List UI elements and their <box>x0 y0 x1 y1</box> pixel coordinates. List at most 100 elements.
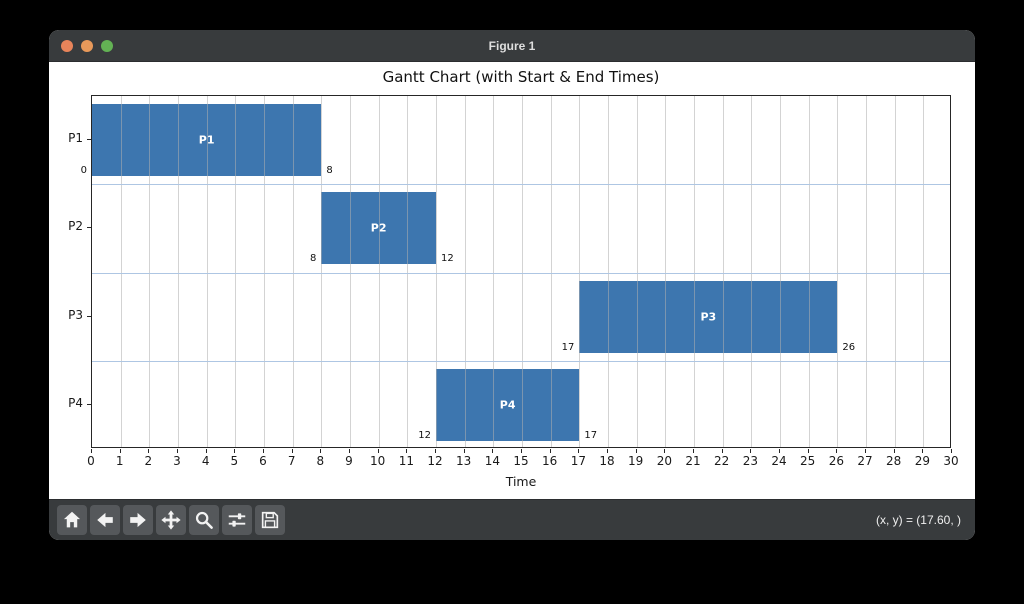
x-tick-label: 24 <box>771 454 787 468</box>
configure-subplots-icon <box>226 509 248 531</box>
y-tick-mark <box>87 227 91 229</box>
x-tick-label: 13 <box>456 454 472 468</box>
x-tick-label: 5 <box>230 454 239 468</box>
x-tick-mark <box>836 449 838 453</box>
x-tick-mark <box>406 449 408 453</box>
zoom-button[interactable] <box>189 505 219 535</box>
x-gridline <box>292 96 294 447</box>
x-tick-mark <box>119 449 121 453</box>
figure-window: Figure 1 Gantt Chart (with Start & End T… <box>49 30 975 540</box>
close-button[interactable] <box>61 39 73 52</box>
window-title: Figure 1 <box>488 38 536 53</box>
back-arrow-icon <box>94 509 116 531</box>
minimize-button[interactable] <box>81 39 93 52</box>
y-tick-label: P3 <box>68 307 83 322</box>
x-gridline <box>522 96 523 447</box>
pan-button[interactable] <box>156 505 186 535</box>
x-tick-mark <box>234 449 236 453</box>
x-tick-label: 26 <box>828 454 844 468</box>
save-icon <box>259 509 281 531</box>
x-gridline <box>608 96 609 447</box>
x-tick-mark <box>349 449 350 453</box>
x-gridline <box>579 96 581 447</box>
configure-subplots-button[interactable] <box>222 505 252 535</box>
x-tick-label: 29 <box>914 454 930 468</box>
bar-end-time: 17 <box>584 429 598 441</box>
bar-start-time: 12 <box>418 429 431 441</box>
x-gridline <box>436 96 437 447</box>
x-tick-mark <box>893 449 895 453</box>
save-button[interactable] <box>255 505 285 535</box>
y-tick-mark <box>87 139 91 141</box>
x-tick-label: 11 <box>398 454 414 468</box>
y-tick-label: P2 <box>68 219 83 234</box>
row-separator <box>92 360 950 362</box>
x-tick-label: 8 <box>316 454 325 468</box>
x-tick-label: 6 <box>259 454 267 468</box>
x-gridline <box>149 96 151 447</box>
x-tick-label: 15 <box>513 454 529 468</box>
x-tick-mark <box>263 449 264 453</box>
x-tick-mark <box>91 449 92 453</box>
x-tick-label: 20 <box>656 454 672 468</box>
x-gridline <box>350 96 351 447</box>
navigation-toolbar: (x, y) = (17.60, ) <box>49 499 975 540</box>
x-tick-label: 27 <box>857 454 873 468</box>
x-tick-label: 16 <box>542 454 558 468</box>
x-tick-label: 21 <box>685 454 701 468</box>
gantt-bar-p3: P3 17 26 <box>562 280 855 353</box>
titlebar[interactable]: Figure 1 <box>49 30 975 62</box>
bar-name-label: P4 <box>499 398 516 412</box>
x-gridline <box>636 96 638 447</box>
x-tick-label: 0 <box>87 454 95 468</box>
chart-title: Gantt Chart (with Start & End Times) <box>382 68 660 86</box>
x-tick-mark <box>693 449 694 453</box>
x-tick-mark <box>922 449 924 453</box>
plot-area[interactable]: P41217P31726P2812P108 <box>81 95 951 448</box>
bar-end-time: 12 <box>440 253 454 265</box>
back-arrow-button[interactable] <box>90 505 120 535</box>
x-tick-label: 17 <box>570 454 586 468</box>
x-tick-mark <box>779 449 780 453</box>
y-tick-mark <box>87 403 91 405</box>
x-gridline <box>694 96 695 447</box>
x-tick-mark <box>865 449 866 453</box>
x-tick-mark <box>607 449 608 453</box>
x-tick-mark <box>578 449 580 453</box>
x-tick-mark <box>635 449 637 453</box>
x-tick-label: 25 <box>800 454 816 468</box>
x-gridline <box>665 96 667 447</box>
x-tick-label: 28 <box>886 454 902 468</box>
x-tick-label: 12 <box>427 454 443 468</box>
bar-end-time: 26 <box>842 341 856 353</box>
y-tick-label: P1 <box>68 131 83 146</box>
x-gridline <box>894 96 896 447</box>
x-gridline <box>923 96 925 447</box>
x-tick-label: 14 <box>484 454 500 468</box>
x-tick-mark <box>320 449 322 453</box>
figure-canvas[interactable]: Gantt Chart (with Start & End Times) P4 1… <box>49 62 975 499</box>
forward-arrow-button[interactable] <box>123 505 153 535</box>
forward-arrow-icon <box>127 509 149 531</box>
home-button[interactable] <box>57 505 87 535</box>
x-tick-mark <box>463 449 465 453</box>
x-gridline <box>178 96 179 447</box>
x-tick-label: 10 <box>370 454 386 468</box>
x-gridline <box>550 96 552 447</box>
maximize-button[interactable] <box>101 39 113 52</box>
x-tick-mark <box>951 449 952 453</box>
x-gridline <box>407 96 409 447</box>
x-tick-mark <box>148 449 150 453</box>
x-axis-label: Time <box>505 474 537 489</box>
x-gridline <box>751 96 753 447</box>
x-tick-label: 23 <box>742 454 758 468</box>
x-tick-mark <box>435 449 436 453</box>
x-tick-label: 4 <box>201 454 210 468</box>
x-tick-label: 18 <box>599 454 615 468</box>
x-tick-label: 19 <box>628 454 644 468</box>
x-tick-label: 3 <box>173 454 181 468</box>
x-tick-label: 7 <box>287 454 296 468</box>
bar-start-time: 8 <box>309 253 317 265</box>
traffic-lights <box>61 39 113 52</box>
x-gridline <box>780 96 781 447</box>
